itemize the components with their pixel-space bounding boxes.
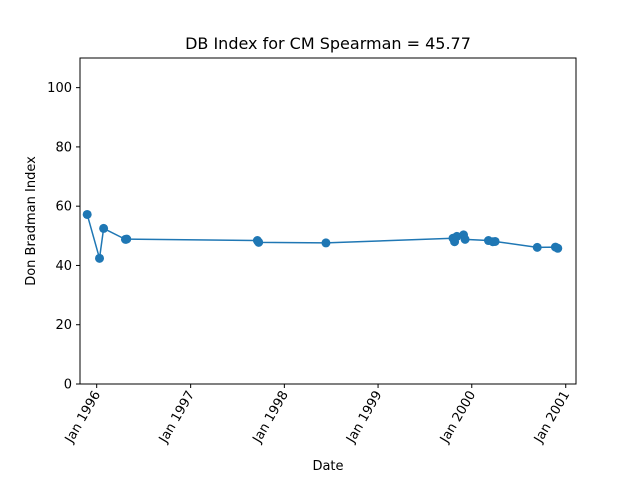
plot-frame — [79, 57, 577, 385]
data-point — [490, 236, 500, 246]
y-tick-label: 100 — [47, 81, 72, 96]
y-tick-label: 20 — [55, 318, 72, 333]
data-point — [532, 242, 542, 252]
x-axis-label: Date — [312, 459, 343, 474]
y-tick-label: 0 — [64, 378, 72, 393]
data-point — [460, 234, 470, 244]
data-point — [254, 237, 264, 247]
y-tick-label: 80 — [55, 140, 72, 155]
chart-title: DB Index for CM Spearman = 45.77 — [185, 34, 471, 53]
data-point — [95, 253, 105, 263]
y-tick-label: 40 — [55, 259, 72, 274]
y-tick-label: 60 — [55, 200, 72, 215]
y-axis-label: Don Bradman Index — [24, 156, 39, 286]
data-point — [122, 234, 132, 244]
data-point — [99, 223, 109, 233]
data-point — [82, 209, 92, 219]
data-point — [321, 238, 331, 248]
data-point — [553, 243, 563, 253]
